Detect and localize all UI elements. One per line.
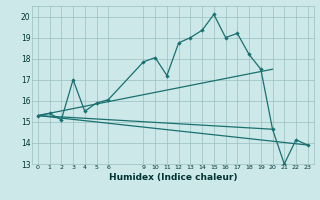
X-axis label: Humidex (Indice chaleur): Humidex (Indice chaleur) (108, 173, 237, 182)
